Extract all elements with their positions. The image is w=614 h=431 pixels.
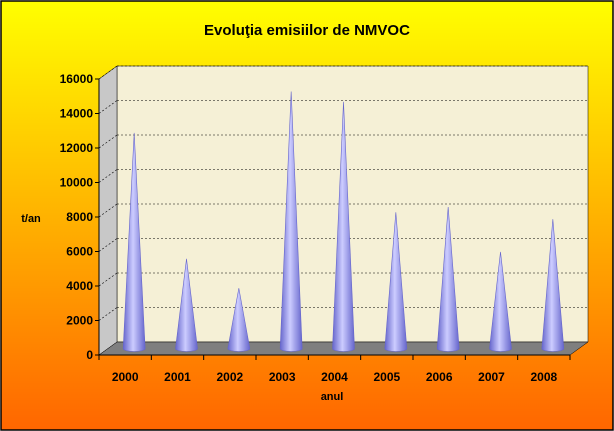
cone-body bbox=[541, 219, 565, 352]
cone-series bbox=[122, 91, 565, 352]
y-tick-label: 10000 bbox=[60, 176, 94, 190]
cone-body bbox=[227, 288, 251, 352]
cone-bar-2003 bbox=[279, 91, 303, 352]
cone-body bbox=[279, 91, 303, 352]
x-axis-label: anul bbox=[321, 391, 344, 403]
x-tick-label: 2007 bbox=[478, 370, 505, 384]
y-tick-label: 8000 bbox=[66, 210, 93, 224]
chart-title: Evoluţia emisiilor de NMVOC bbox=[204, 22, 410, 39]
cone-bar-2008 bbox=[541, 219, 565, 352]
cone-bar-2001 bbox=[175, 258, 198, 352]
x-tick-label: 2001 bbox=[164, 370, 191, 384]
cone-bar-2006 bbox=[436, 207, 460, 352]
cone-body bbox=[332, 101, 355, 352]
x-tick-label: 2008 bbox=[530, 370, 557, 384]
x-tick-label: 2004 bbox=[321, 370, 348, 384]
y-tick-label: 12000 bbox=[60, 141, 94, 155]
x-tick-label: 2005 bbox=[373, 370, 400, 384]
cone-body bbox=[122, 132, 146, 352]
x-tick-label: 2000 bbox=[112, 370, 139, 384]
y-tick-label: 0 bbox=[86, 348, 93, 362]
y-axis-ticks: 0 2000 4000 6000 8000 10000 12000 14000 16000 bbox=[60, 72, 99, 362]
cone-body bbox=[436, 207, 460, 352]
y-tick-label: 2000 bbox=[66, 314, 93, 328]
plot-side-wall bbox=[98, 65, 118, 356]
cone-bar-2007 bbox=[489, 251, 512, 352]
y-tick-label: 4000 bbox=[66, 279, 93, 293]
y-axis-label: t/an bbox=[21, 213, 41, 225]
cone-bar-2004 bbox=[332, 101, 355, 352]
cone-bar-2000 bbox=[122, 132, 146, 352]
cone-bar-2005 bbox=[384, 212, 408, 352]
y-tick-label: 16000 bbox=[60, 72, 94, 86]
x-tick-label: 2002 bbox=[216, 370, 243, 384]
gridlines bbox=[98, 65, 588, 321]
y-tick-label: 14000 bbox=[60, 107, 94, 121]
cone-body bbox=[489, 251, 512, 352]
cone-body bbox=[384, 212, 408, 352]
x-axis-ticks: 2000 2001 2002 2003 2004 2005 2006 2007 2008 bbox=[98, 355, 571, 384]
cone-body bbox=[175, 258, 198, 352]
x-tick-label: 2003 bbox=[269, 370, 296, 384]
cone-bar-2002 bbox=[227, 288, 251, 352]
y-tick-label: 6000 bbox=[66, 245, 93, 259]
x-tick-label: 2006 bbox=[426, 370, 453, 384]
